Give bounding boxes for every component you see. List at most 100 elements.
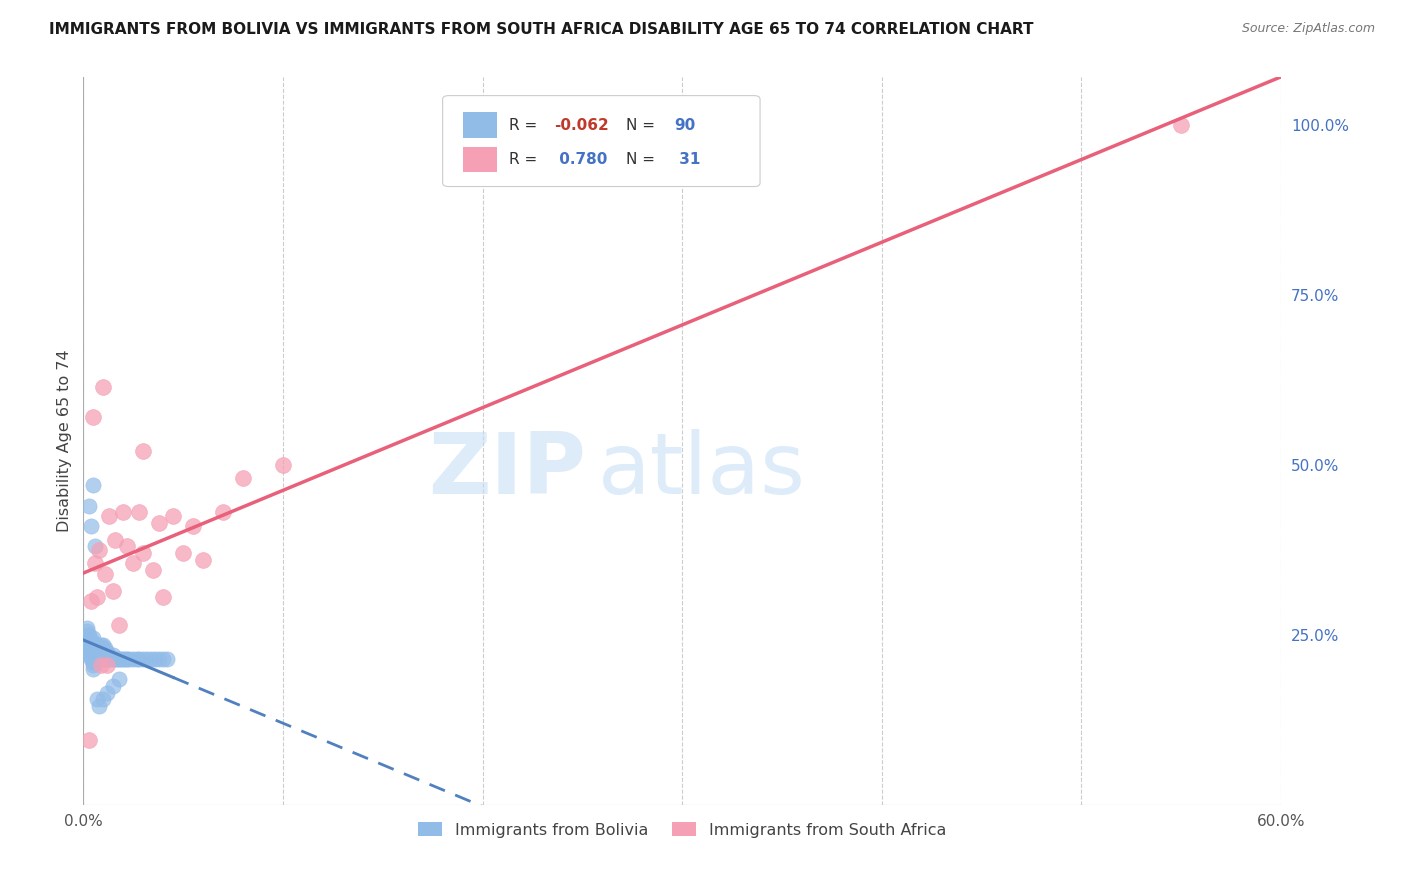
Point — [82, 662, 104, 676]
Point — [141, 651, 163, 665]
Point — [84, 655, 107, 669]
Point — [86, 591, 108, 605]
Point — [152, 651, 174, 665]
Point — [103, 583, 125, 598]
Point — [100, 651, 122, 665]
Point — [82, 631, 104, 645]
Point — [77, 638, 100, 652]
Point — [82, 655, 104, 669]
Point — [90, 648, 112, 662]
Point — [84, 645, 107, 659]
Point — [148, 516, 170, 530]
Point — [148, 651, 170, 665]
Point — [136, 651, 159, 665]
Point — [212, 505, 235, 519]
Point — [115, 540, 138, 554]
Point — [98, 508, 121, 523]
Text: R =: R = — [509, 118, 541, 133]
Point — [86, 648, 108, 662]
Point — [76, 624, 98, 639]
Point — [110, 651, 132, 665]
Point — [152, 591, 174, 605]
Point — [98, 651, 121, 665]
Point — [127, 651, 149, 665]
Point — [156, 651, 179, 665]
Point — [80, 638, 103, 652]
Point — [232, 471, 254, 485]
Point — [82, 651, 104, 665]
Text: 90: 90 — [673, 118, 695, 133]
FancyBboxPatch shape — [463, 112, 496, 137]
Point — [128, 651, 150, 665]
Point — [76, 631, 98, 645]
Text: IMMIGRANTS FROM BOLIVIA VS IMMIGRANTS FROM SOUTH AFRICA DISABILITY AGE 65 TO 74 : IMMIGRANTS FROM BOLIVIA VS IMMIGRANTS FR… — [49, 22, 1033, 37]
Point — [108, 672, 131, 686]
Point — [84, 651, 107, 665]
Point — [94, 648, 117, 662]
Point — [96, 645, 118, 659]
Point — [89, 651, 111, 665]
Point — [86, 641, 108, 656]
Point — [142, 563, 165, 577]
Point — [108, 617, 131, 632]
Point — [181, 519, 204, 533]
Point — [89, 699, 111, 714]
Point — [80, 641, 103, 656]
Point — [77, 634, 100, 648]
Point — [91, 692, 114, 706]
Text: R =: R = — [509, 153, 541, 167]
Point — [104, 533, 127, 547]
Text: Source: ZipAtlas.com: Source: ZipAtlas.com — [1241, 22, 1375, 36]
Point — [80, 594, 103, 608]
Point — [128, 505, 150, 519]
Point — [90, 638, 112, 652]
Point — [89, 542, 111, 557]
Point — [82, 648, 104, 662]
Point — [80, 634, 103, 648]
Point — [96, 658, 118, 673]
Text: N =: N = — [626, 153, 659, 167]
Point — [122, 651, 145, 665]
Point — [112, 651, 135, 665]
Point — [172, 546, 194, 560]
Point — [82, 645, 104, 659]
Text: N =: N = — [626, 118, 659, 133]
Point — [80, 645, 103, 659]
Point — [80, 519, 103, 533]
Point — [84, 557, 107, 571]
Point — [76, 621, 98, 635]
Point — [132, 546, 155, 560]
Point — [82, 410, 104, 425]
Point — [96, 651, 118, 665]
Point — [84, 648, 107, 662]
Point — [98, 648, 121, 662]
Point — [77, 645, 100, 659]
Point — [89, 645, 111, 659]
Legend: Immigrants from Bolivia, Immigrants from South Africa: Immigrants from Bolivia, Immigrants from… — [412, 815, 953, 844]
Point — [89, 648, 111, 662]
Point — [96, 685, 118, 699]
Point — [84, 540, 107, 554]
Point — [80, 648, 103, 662]
Text: 31: 31 — [673, 153, 700, 167]
Point — [91, 379, 114, 393]
Point — [112, 505, 135, 519]
Point — [77, 631, 100, 645]
Point — [94, 641, 117, 656]
Point — [90, 651, 112, 665]
Point — [91, 638, 114, 652]
Point — [103, 679, 125, 693]
Point — [90, 658, 112, 673]
Point — [1170, 118, 1192, 132]
Point — [104, 651, 127, 665]
Y-axis label: Disability Age 65 to 74: Disability Age 65 to 74 — [58, 350, 72, 533]
Point — [271, 458, 294, 472]
Point — [80, 651, 103, 665]
Point — [86, 651, 108, 665]
Point — [82, 478, 104, 492]
Point — [89, 641, 111, 656]
Point — [86, 645, 108, 659]
Point — [103, 648, 125, 662]
Point — [76, 638, 98, 652]
Point — [143, 651, 166, 665]
